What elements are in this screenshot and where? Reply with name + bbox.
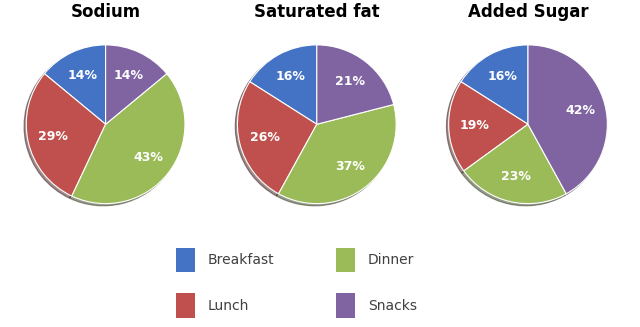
Text: Breakfast: Breakfast — [208, 253, 275, 267]
Text: 42%: 42% — [565, 104, 595, 117]
Text: 14%: 14% — [68, 69, 98, 82]
Text: Snacks: Snacks — [368, 299, 417, 313]
Text: 23%: 23% — [501, 170, 531, 183]
FancyBboxPatch shape — [336, 248, 355, 272]
Text: Dinner: Dinner — [368, 253, 414, 267]
FancyBboxPatch shape — [176, 248, 195, 272]
FancyBboxPatch shape — [176, 293, 195, 318]
Text: 16%: 16% — [276, 71, 306, 83]
Text: 37%: 37% — [335, 161, 365, 173]
Wedge shape — [317, 45, 394, 124]
Wedge shape — [237, 82, 317, 194]
Wedge shape — [528, 45, 607, 194]
Text: 21%: 21% — [335, 75, 365, 88]
Text: 19%: 19% — [459, 119, 489, 132]
Text: 26%: 26% — [250, 131, 280, 144]
Wedge shape — [72, 74, 185, 204]
Wedge shape — [464, 124, 566, 204]
Text: 16%: 16% — [487, 71, 517, 83]
Title: Sodium: Sodium — [70, 3, 141, 21]
Text: 29%: 29% — [38, 129, 68, 143]
Wedge shape — [461, 45, 528, 124]
Wedge shape — [278, 105, 396, 204]
Text: Lunch: Lunch — [208, 299, 250, 313]
Title: Added Sugar: Added Sugar — [468, 3, 588, 21]
FancyBboxPatch shape — [336, 293, 355, 318]
Wedge shape — [106, 45, 167, 124]
Wedge shape — [449, 82, 528, 171]
Wedge shape — [44, 45, 106, 124]
Text: 43%: 43% — [133, 151, 163, 164]
Title: Saturated fat: Saturated fat — [254, 3, 380, 21]
Wedge shape — [250, 45, 317, 124]
Wedge shape — [26, 74, 106, 196]
Text: 14%: 14% — [113, 69, 143, 82]
